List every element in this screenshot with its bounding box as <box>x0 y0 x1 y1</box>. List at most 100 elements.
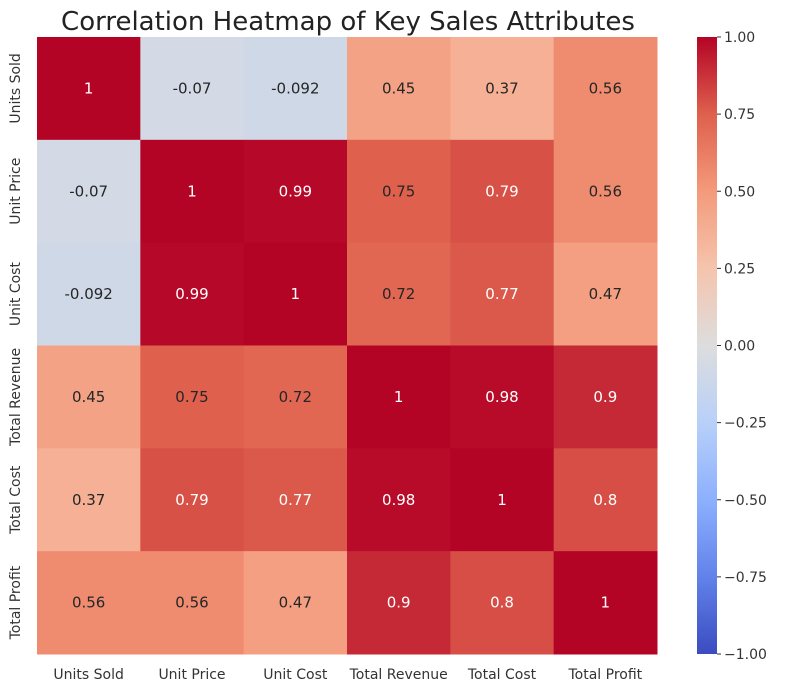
heatmap-cell <box>37 345 141 449</box>
heatmap-cell-label: 0.47 <box>279 594 312 612</box>
colorbar-tick-label: −0.25 <box>724 416 767 432</box>
colorbar-tick-label: −0.50 <box>724 493 767 509</box>
heatmap-cell-label: 0.77 <box>485 285 518 303</box>
heatmap-cell-label: 0.56 <box>589 182 622 200</box>
heatmap-cell-label: 1 <box>601 594 611 612</box>
heatmap-cell <box>37 139 141 244</box>
heatmap-cell <box>553 37 658 141</box>
heatmap-cell <box>450 448 555 552</box>
heatmap-cell-label: 1 <box>291 285 301 303</box>
heatmap-cell-label: -0.092 <box>64 285 112 303</box>
heatmap-cell-label: 0.75 <box>382 182 415 200</box>
y-axis-tick-labels: Units Sold Unit Price Unit Cost Total Reven… <box>8 53 24 640</box>
heatmap-cell <box>140 37 245 141</box>
y-tick-label: Total Profit <box>8 565 24 640</box>
heatmap-cell-label: 0.98 <box>485 388 518 406</box>
heatmap-cell-label: -0.092 <box>271 79 319 97</box>
heatmap-cell-label: 0.75 <box>175 388 208 406</box>
heatmap-cell-label: -0.07 <box>173 79 212 97</box>
heatmap-cell <box>347 551 451 655</box>
heatmap-cell <box>450 551 555 655</box>
heatmap-cell-label: 0.72 <box>279 388 312 406</box>
heatmap-cell-label: 0.37 <box>72 491 105 509</box>
heatmap-cell <box>347 242 451 346</box>
colorbar-ticks: 1.00 0.75 0.50 0.25 0.00 −0.25 −0.50 −0.75 −1.00 <box>717 30 767 663</box>
heatmap-cell <box>140 139 245 244</box>
y-tick-label: Total Cost <box>8 465 24 535</box>
heatmap-cell <box>243 242 348 346</box>
heatmap-cell-label: 0.45 <box>72 388 105 406</box>
heatmap-cell <box>553 139 658 244</box>
heatmap-cell <box>347 345 451 449</box>
heatmap-cell <box>450 37 555 141</box>
heatmap-cell <box>37 242 141 346</box>
heatmap-cell <box>37 37 141 141</box>
heatmap-cell <box>37 448 141 552</box>
x-tick-label: Unit Price <box>158 667 225 683</box>
heatmap-cell-label: 0.56 <box>589 79 622 97</box>
heatmap-cell-label: 0.9 <box>387 594 411 612</box>
chart-title: Correlation Heatmap of Key Sales Attribu… <box>61 7 635 37</box>
heatmap-cell-label: 0.56 <box>175 594 208 612</box>
heatmap-cell-label: 0.72 <box>382 285 415 303</box>
heatmap-cell-label: 0.98 <box>382 491 415 509</box>
heatmap-cell-label: 0.9 <box>593 388 617 406</box>
heatmap-cell-label: 1 <box>84 79 94 97</box>
heatmap-cell-label: 1 <box>497 491 507 509</box>
y-tick-label: Unit Price <box>8 158 24 225</box>
heatmap-cell-label: 1 <box>187 182 197 200</box>
y-tick-label: Units Sold <box>8 53 24 123</box>
heatmap-cell <box>140 242 245 346</box>
x-tick-label: Unit Cost <box>263 667 328 683</box>
heatmap-cell <box>243 139 348 244</box>
heatmap-cell <box>243 448 348 552</box>
heatmap-cell-label: 0.79 <box>175 491 208 509</box>
heatmap-cell <box>347 139 451 244</box>
heatmap-cell <box>140 551 245 655</box>
x-axis-tick-labels: Units Sold Unit Price Unit Cost Total Reven… <box>53 667 642 683</box>
colorbar-tick-label: 0.75 <box>724 107 755 123</box>
x-tick-label: Total Revenue <box>349 667 448 683</box>
colorbar <box>697 37 717 654</box>
heatmap-cells <box>37 37 658 655</box>
heatmap-cell-label: 0.8 <box>593 491 617 509</box>
heatmap-cell <box>450 345 555 449</box>
heatmap-cell <box>243 551 348 655</box>
heatmap-cell-label: 0.37 <box>485 79 518 97</box>
heatmap-cell <box>553 242 658 346</box>
heatmap-cell <box>450 242 555 346</box>
heatmap-cell-label: 1 <box>394 388 404 406</box>
y-tick-label: Unit Cost <box>8 262 24 327</box>
heatmap-cell-label: 0.8 <box>490 594 514 612</box>
heatmap-cell <box>553 448 658 552</box>
heatmap-cell <box>347 448 451 552</box>
heatmap-cell-label: -0.07 <box>69 182 108 200</box>
x-tick-label: Units Sold <box>53 667 123 683</box>
heatmap-cell-label: 0.99 <box>279 182 312 200</box>
colorbar-tick-label: 1.00 <box>724 30 755 46</box>
colorbar-tick-label: 0.25 <box>724 261 755 277</box>
heatmap-cell-labels: 1 -0.07 -0.092 0.45 0.37 0.56 -0.07 1 0.99 0.75 0.… <box>64 79 622 611</box>
heatmap-cell-label: 0.79 <box>485 182 518 200</box>
heatmap-cell <box>347 37 451 141</box>
colorbar-tick-label: 0.50 <box>724 184 755 200</box>
heatmap-cell-label: 0.45 <box>382 79 415 97</box>
heatmap-cell-label: 0.56 <box>72 594 105 612</box>
y-tick-label: Total Revenue <box>8 348 24 447</box>
heatmap-cell <box>553 551 658 655</box>
heatmap-cell <box>140 345 245 449</box>
colorbar-tick-label: −0.75 <box>724 570 767 586</box>
heatmap-cell-label: 0.77 <box>279 491 312 509</box>
x-tick-label: Total Cost <box>467 667 537 683</box>
heatmap-cell <box>450 139 555 244</box>
x-tick-label: Total Profit <box>567 667 642 683</box>
colorbar-tick-label: −1.00 <box>724 647 767 663</box>
heatmap-cell <box>243 345 348 449</box>
heatmap-cell <box>37 551 141 655</box>
colorbar-tick-label: 0.00 <box>724 339 755 355</box>
heatmap-cell-label: 0.47 <box>589 285 622 303</box>
heatmap-cell <box>553 345 658 449</box>
heatmap-cell-label: 0.99 <box>175 285 208 303</box>
heatmap-cell <box>140 448 245 552</box>
